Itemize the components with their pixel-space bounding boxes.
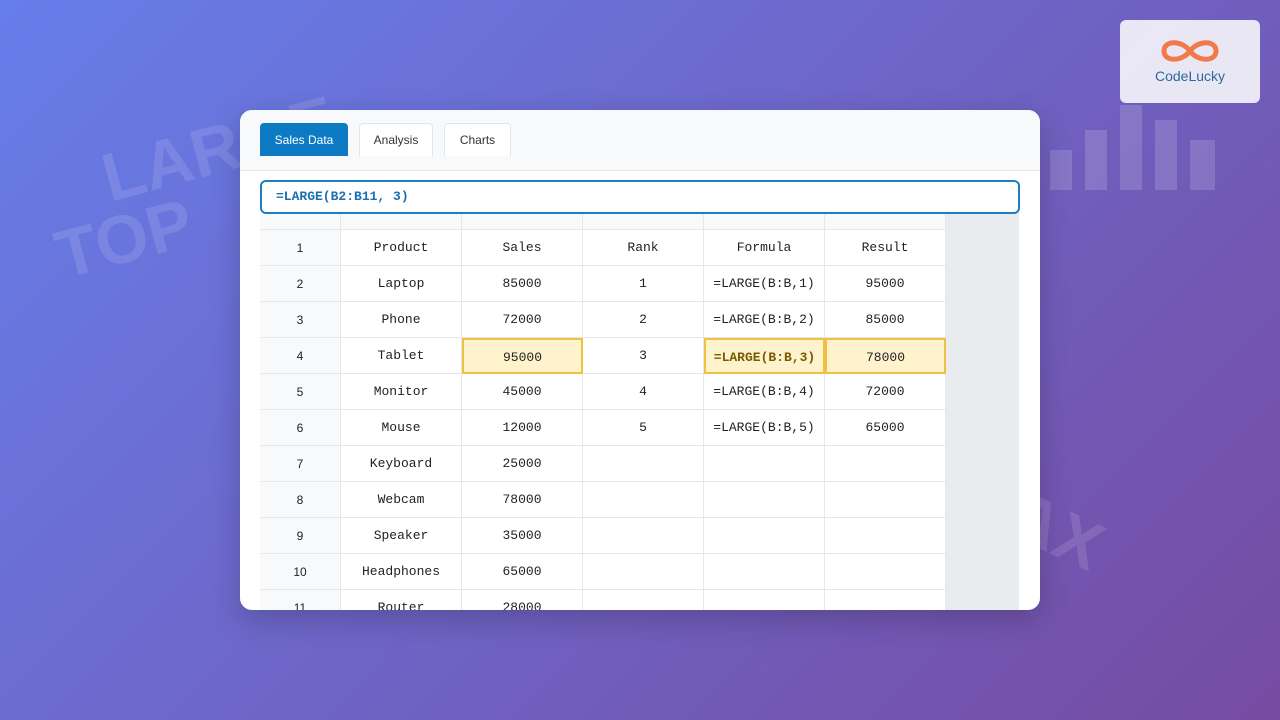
row-number[interactable]: 8 bbox=[260, 482, 341, 518]
cell[interactable]: Formula bbox=[704, 230, 825, 266]
cell[interactable] bbox=[704, 554, 825, 590]
logo[interactable]: CodeLucky bbox=[1120, 20, 1260, 103]
cell[interactable]: =LARGE(B:B,5) bbox=[704, 410, 825, 446]
cell[interactable] bbox=[704, 482, 825, 518]
cell[interactable]: Headphones bbox=[341, 554, 462, 590]
row-number[interactable]: 2 bbox=[260, 266, 341, 302]
row-number[interactable]: 9 bbox=[260, 518, 341, 554]
cell[interactable] bbox=[825, 446, 946, 482]
row-number[interactable]: 10 bbox=[260, 554, 341, 590]
cell[interactable] bbox=[825, 482, 946, 518]
cell[interactable]: Mouse bbox=[341, 410, 462, 446]
cell[interactable] bbox=[583, 518, 704, 554]
tab[interactable]: Sales Data bbox=[260, 123, 348, 156]
cell[interactable]: 5 bbox=[583, 410, 704, 446]
row-number[interactable]: 6 bbox=[260, 410, 341, 446]
cell[interactable]: 72000 bbox=[462, 302, 583, 338]
cell[interactable]: =LARGE(B:B,2) bbox=[704, 302, 825, 338]
cell[interactable] bbox=[704, 446, 825, 482]
spreadsheet-card: Sales Data Analysis Charts =LARGE(B2:B11… bbox=[240, 110, 1040, 610]
cell[interactable]: Speaker bbox=[341, 518, 462, 554]
row-number[interactable]: 11 bbox=[260, 590, 341, 610]
cell[interactable]: 1 bbox=[583, 266, 704, 302]
cell[interactable]: Router bbox=[341, 590, 462, 610]
cell[interactable]: Product bbox=[341, 230, 462, 266]
cell[interactable]: Result bbox=[825, 230, 946, 266]
cell[interactable]: =LARGE(B:B,3) bbox=[704, 338, 825, 374]
cell[interactable]: Laptop bbox=[341, 266, 462, 302]
column-header bbox=[260, 213, 341, 230]
cell[interactable]: 95000 bbox=[462, 338, 583, 374]
cell[interactable]: Sales bbox=[462, 230, 583, 266]
watermark: TOP bbox=[47, 184, 202, 294]
row-number[interactable]: 3 bbox=[260, 302, 341, 338]
row-number[interactable]: 5 bbox=[260, 374, 341, 410]
cell[interactable]: =LARGE(B:B,4) bbox=[704, 374, 825, 410]
column-header bbox=[462, 213, 583, 230]
bar-icon bbox=[1050, 105, 1215, 190]
cell[interactable]: Phone bbox=[341, 302, 462, 338]
tab[interactable]: Analysis bbox=[359, 123, 433, 156]
logo-icon bbox=[1161, 40, 1219, 62]
cell[interactable]: 65000 bbox=[462, 554, 583, 590]
cell[interactable]: 25000 bbox=[462, 446, 583, 482]
formula-bar[interactable]: =LARGE(B2:B11, 3) bbox=[260, 180, 1020, 214]
cell[interactable] bbox=[583, 554, 704, 590]
cell[interactable]: 65000 bbox=[825, 410, 946, 446]
cell[interactable]: =LARGE(B:B,1) bbox=[704, 266, 825, 302]
grid: 1 Product Sales Rank Formula Result 2 Laptop 850… bbox=[260, 213, 1019, 610]
cell[interactable]: 45000 bbox=[462, 374, 583, 410]
cell[interactable] bbox=[704, 518, 825, 554]
cell[interactable]: Rank bbox=[583, 230, 704, 266]
column-header bbox=[341, 213, 462, 230]
cell[interactable]: 28000 bbox=[462, 590, 583, 610]
cell[interactable] bbox=[825, 590, 946, 610]
logo-text: CodeLucky bbox=[1154, 68, 1226, 84]
column-header bbox=[704, 213, 825, 230]
cell[interactable] bbox=[825, 554, 946, 590]
cell[interactable]: 72000 bbox=[825, 374, 946, 410]
cell[interactable] bbox=[583, 482, 704, 518]
column-header bbox=[583, 213, 704, 230]
cell[interactable]: 78000 bbox=[825, 338, 946, 374]
cell[interactable] bbox=[704, 590, 825, 610]
cell[interactable]: 12000 bbox=[462, 410, 583, 446]
row-number[interactable]: 4 bbox=[260, 338, 341, 374]
row-number[interactable]: 1 bbox=[260, 230, 341, 266]
cell[interactable]: 3 bbox=[583, 338, 704, 374]
cell[interactable]: 2 bbox=[583, 302, 704, 338]
cell[interactable]: 85000 bbox=[825, 302, 946, 338]
cell[interactable]: 95000 bbox=[825, 266, 946, 302]
cell[interactable]: 85000 bbox=[462, 266, 583, 302]
cell[interactable]: Tablet bbox=[341, 338, 462, 374]
tab[interactable]: Charts bbox=[444, 123, 511, 156]
cell[interactable]: 4 bbox=[583, 374, 704, 410]
cell[interactable] bbox=[825, 518, 946, 554]
tab-bar: Sales Data Analysis Charts bbox=[240, 110, 1040, 171]
cell[interactable] bbox=[583, 590, 704, 610]
cell[interactable]: Keyboard bbox=[341, 446, 462, 482]
cell[interactable]: 78000 bbox=[462, 482, 583, 518]
cell[interactable]: 35000 bbox=[462, 518, 583, 554]
cell[interactable]: Webcam bbox=[341, 482, 462, 518]
cell[interactable]: Monitor bbox=[341, 374, 462, 410]
column-header bbox=[825, 213, 946, 230]
row-number[interactable]: 7 bbox=[260, 446, 341, 482]
cell[interactable] bbox=[583, 446, 704, 482]
